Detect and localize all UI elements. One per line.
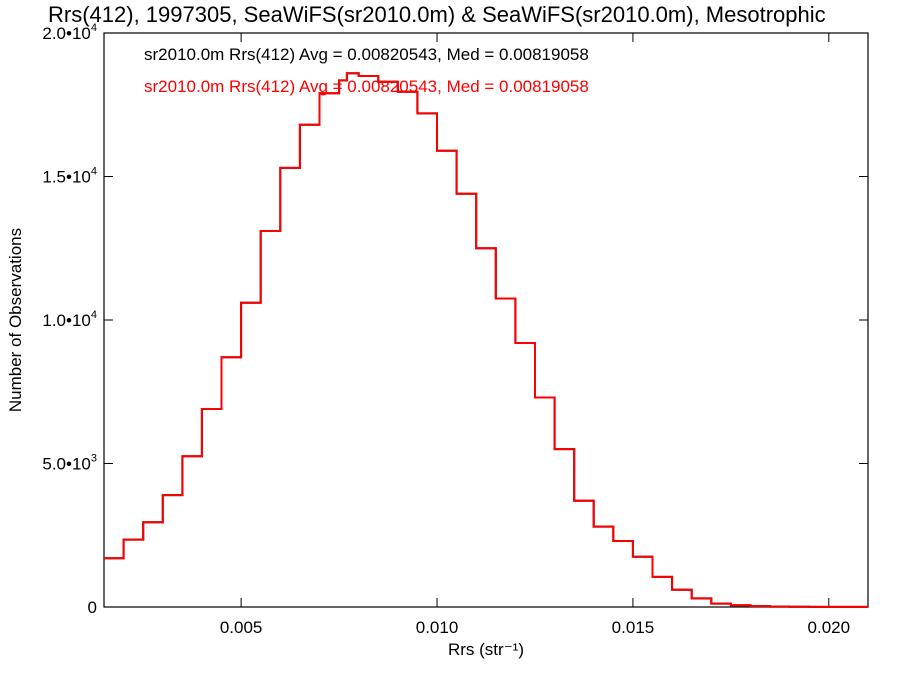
plot-frame xyxy=(103,32,869,608)
y-tick-label: 1.5•104 xyxy=(42,166,97,187)
x-axis-ticks: 0.005 0.010 0.015 0.020 xyxy=(220,33,850,637)
x-tick-label: 0.015 xyxy=(612,618,655,637)
y-tick-label: 5.0•103 xyxy=(42,453,97,474)
x-tick-label: 0.005 xyxy=(220,618,263,637)
y-axis-label: Number of Observations xyxy=(6,228,25,412)
x-axis-label: Rrs (str⁻¹) xyxy=(448,640,524,659)
y-tick-label: 2.0•104 xyxy=(42,22,97,43)
series-layer xyxy=(104,72,868,608)
y-tick-label: 0 xyxy=(88,598,97,617)
y-tick-label: 1.0•104 xyxy=(42,309,97,330)
series-line-1 xyxy=(104,72,868,608)
x-tick-label: 0.020 xyxy=(808,618,851,637)
x-tick-label: 0.010 xyxy=(416,618,459,637)
legend-annotation-black: sr2010.0m Rrs(412) Avg = 0.00820543, Med… xyxy=(144,45,589,64)
legend-annotation-red: sr2010.0m Rrs(412) Avg = 0.00820543, Med… xyxy=(144,77,589,96)
chart-title: Rrs(412), 1997305, SeaWiFS(sr2010.0m) & … xyxy=(48,2,826,27)
y-axis-ticks: 0 5.0•103 1.0•104 1.5•104 2.0•104 xyxy=(42,22,868,617)
series-line-0 xyxy=(104,72,868,608)
